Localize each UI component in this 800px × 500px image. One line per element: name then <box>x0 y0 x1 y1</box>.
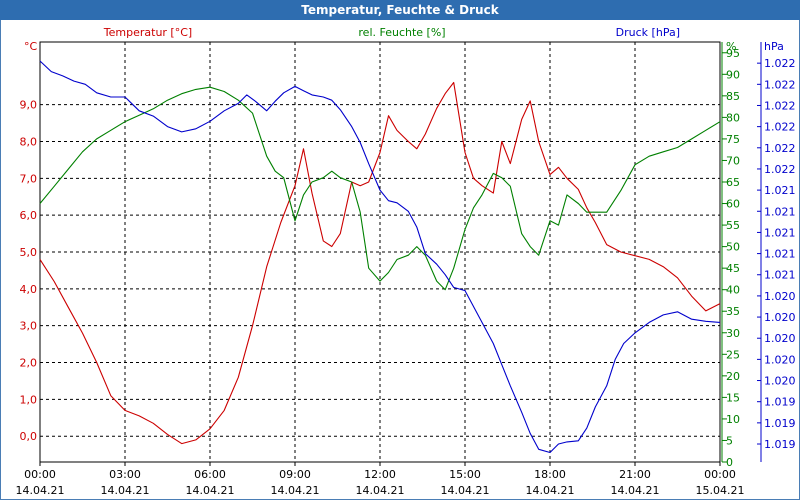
temperature-tick-label: 2,0 <box>20 357 38 370</box>
pressure-legend-label: Druck [hPa] <box>616 26 680 39</box>
temperature-tick-label: 1,0 <box>20 393 38 406</box>
humidity-tick-label: 5 <box>726 434 733 447</box>
window-title: Temperatur, Feuchte & Druck <box>0 0 800 20</box>
humidity-tick-label: 85 <box>726 90 740 103</box>
temperature-tick-label: 7,0 <box>20 172 38 185</box>
date-tick-label: 14.04.21 <box>526 484 575 497</box>
temperature-tick-label: 9,0 <box>20 99 38 112</box>
pressure-tick-label: 1.022 <box>764 78 796 91</box>
date-tick-label: 14.04.21 <box>356 484 405 497</box>
pressure-tick-label: 1.021 <box>764 269 796 282</box>
humidity-unit-label: % <box>726 40 736 53</box>
legend: Temperatur [°C] rel. Feuchte [%] Druck [hP… <box>103 26 680 39</box>
humidity-tick-label: 10 <box>726 413 740 426</box>
humidity-legend-label: rel. Feuchte [%] <box>358 26 445 39</box>
series-group <box>39 60 721 454</box>
humidity-tick-label: 35 <box>726 305 740 318</box>
time-tick-label: 00:00 <box>704 468 736 481</box>
pressure-tick-label: 1.022 <box>764 163 796 176</box>
temperature-series-line <box>39 81 721 445</box>
time-tick-label: 21:00 <box>619 468 651 481</box>
temperature-unit-label: °C <box>24 40 38 53</box>
date-tick-label: 14.04.21 <box>441 484 490 497</box>
temperature-tick-label: 6,0 <box>20 209 38 222</box>
pressure-tick-label: 1.021 <box>764 226 796 239</box>
pressure-unit-label: hPa <box>764 40 784 53</box>
humidity-tick-label: 15 <box>726 391 740 404</box>
humidity-tick-label: 25 <box>726 348 740 361</box>
temperature-tick-label: 4,0 <box>20 283 38 296</box>
humidity-tick-label: 65 <box>726 176 740 189</box>
humidity-tick-label: 20 <box>726 370 740 383</box>
temperature-axis: 0,0 1,0 2,0 3,0 4,0 5,0 6,0 7,0 8,0 9,0 °C <box>20 40 38 443</box>
pressure-tick-label: 1.020 <box>764 290 796 303</box>
humidity-tick-label: 90 <box>726 68 740 81</box>
humidity-tick-label: 70 <box>726 154 740 167</box>
pressure-tick-label: 1.020 <box>764 311 796 324</box>
pressure-tick-label: 1.020 <box>764 353 796 366</box>
pressure-tick-label: 1.022 <box>764 57 796 70</box>
humidity-tick-label: 30 <box>726 327 740 340</box>
pressure-tick-label: 1.021 <box>764 205 796 218</box>
humidity-tick-label: 40 <box>726 284 740 297</box>
pressure-axis: 1.019 1.019 1.019 1.020 1.020 1.020 1.020 1.020… <box>757 40 796 462</box>
time-tick-label: 00:00 <box>24 468 56 481</box>
date-tick-label: 14.04.21 <box>271 484 320 497</box>
humidity-tick-label: 75 <box>726 133 740 146</box>
humidity-tick-label: 50 <box>726 241 740 254</box>
pressure-tick-label: 1.022 <box>764 142 796 155</box>
pressure-tick-label: 1.019 <box>764 396 796 409</box>
time-axis: 00:00 14.04.21 03:00 14.04.21 06:00 14.04.21 0… <box>16 462 745 497</box>
time-tick-label: 03:00 <box>109 468 141 481</box>
pressure-tick-label: 1.022 <box>764 99 796 112</box>
humidity-tick-label: 60 <box>726 198 740 211</box>
temperature-tick-label: 8,0 <box>20 135 38 148</box>
humidity-tick-label: 45 <box>726 262 740 275</box>
humidity-axis: 0 5 10 15 20 25 30 35 40 45 50 55 60 65 70 75 80 85 90 95% <box>721 40 740 469</box>
time-tick-label: 18:00 <box>534 468 566 481</box>
time-tick-label: 09:00 <box>279 468 311 481</box>
date-tick-label: 14.04.21 <box>16 484 65 497</box>
pressure-tick-label: 1.019 <box>764 417 796 430</box>
temperature-legend-label: Temperatur [°C] <box>103 26 192 39</box>
time-tick-label: 12:00 <box>364 468 396 481</box>
temperature-tick-label: 3,0 <box>20 320 38 333</box>
pressure-tick-label: 1.019 <box>764 438 796 451</box>
temperature-tick-label: 5,0 <box>20 246 38 259</box>
pressure-tick-label: 1.020 <box>764 332 796 345</box>
date-tick-label: 14.04.21 <box>186 484 235 497</box>
humidity-series-line <box>39 86 721 291</box>
pressure-tick-label: 1.022 <box>764 121 796 134</box>
grid-lines <box>40 42 720 462</box>
date-tick-label: 14.04.21 <box>611 484 660 497</box>
humidity-tick-label: 80 <box>726 111 740 124</box>
pressure-tick-label: 1.021 <box>764 248 796 261</box>
time-tick-label: 06:00 <box>194 468 226 481</box>
pressure-tick-label: 1.020 <box>764 375 796 388</box>
time-tick-label: 15:00 <box>449 468 481 481</box>
date-tick-label: 14.04.21 <box>101 484 150 497</box>
humidity-tick-label: 0 <box>726 456 733 469</box>
humidity-tick-label: 55 <box>726 219 740 232</box>
humidity-tick-label: 95 <box>726 47 740 60</box>
pressure-series-line <box>39 60 721 454</box>
date-tick-label: 15.04.21 <box>696 484 745 497</box>
temperature-tick-label: 0,0 <box>20 430 38 443</box>
pressure-tick-label: 1.021 <box>764 184 796 197</box>
